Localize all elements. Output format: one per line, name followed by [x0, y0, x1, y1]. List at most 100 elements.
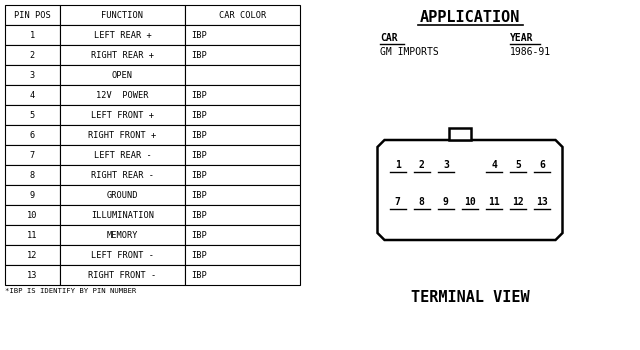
Text: 13: 13: [536, 197, 548, 207]
Text: RIGHT REAR -: RIGHT REAR -: [91, 170, 154, 180]
Bar: [60, 205, 185, 225]
Bar: [60, 225, 185, 245]
Text: IBP: IBP: [191, 91, 207, 99]
Bar: [185, 245, 300, 265]
Text: 10: 10: [28, 210, 38, 219]
Bar: [60, 65, 185, 85]
Bar: [185, 65, 300, 85]
Bar: [185, 225, 300, 245]
Text: IBP: IBP: [191, 271, 207, 280]
Bar: [5, 25, 60, 45]
Bar: [60, 105, 185, 125]
Bar: [60, 165, 185, 185]
Bar: [5, 125, 60, 145]
Text: *IBP IS IDENTIFY BY PIN NUMBER: *IBP IS IDENTIFY BY PIN NUMBER: [5, 288, 136, 294]
Text: 1986-91: 1986-91: [510, 47, 551, 57]
Text: 6: 6: [540, 160, 545, 170]
Bar: [60, 185, 185, 205]
Bar: [60, 265, 185, 285]
Text: 1: 1: [395, 160, 401, 170]
Text: IBP: IBP: [191, 150, 207, 160]
Bar: [60, 25, 185, 45]
Text: FUNCTION: FUNCTION: [102, 10, 143, 20]
Bar: [5, 185, 60, 205]
Text: CAR COLOR: CAR COLOR: [219, 10, 266, 20]
Text: 9: 9: [30, 190, 35, 199]
Bar: [60, 145, 185, 165]
Text: IBP: IBP: [191, 251, 207, 259]
Text: 10: 10: [464, 197, 476, 207]
Text: TERMINAL VIEW: TERMINAL VIEW: [411, 290, 529, 306]
Text: IBP: IBP: [191, 190, 207, 199]
Text: PIN POS: PIN POS: [14, 10, 51, 20]
Text: IBP: IBP: [191, 111, 207, 119]
Bar: [5, 165, 60, 185]
Bar: [60, 45, 185, 65]
Bar: [185, 145, 300, 165]
Bar: [60, 245, 185, 265]
Text: IBP: IBP: [191, 30, 207, 40]
Text: GROUND: GROUND: [107, 190, 138, 199]
Bar: [5, 65, 60, 85]
Bar: [449, 128, 471, 140]
Bar: [5, 105, 60, 125]
Text: 3: 3: [30, 70, 35, 79]
Bar: [5, 85, 60, 105]
Text: RIGHT REAR +: RIGHT REAR +: [91, 50, 154, 60]
Text: CAR: CAR: [380, 33, 397, 43]
Text: OPEN: OPEN: [112, 70, 133, 79]
Text: IBP: IBP: [191, 210, 207, 219]
Text: 9: 9: [443, 197, 449, 207]
Bar: [5, 225, 60, 245]
Text: IBP: IBP: [191, 50, 207, 60]
Bar: [185, 165, 300, 185]
Text: LEFT REAR -: LEFT REAR -: [93, 150, 152, 160]
Bar: [185, 5, 300, 25]
Bar: [60, 85, 185, 105]
Text: MEMORY: MEMORY: [107, 231, 138, 239]
Text: APPLICATION: APPLICATION: [420, 10, 520, 26]
Text: RIGHT FRONT -: RIGHT FRONT -: [88, 271, 157, 280]
Bar: [5, 5, 60, 25]
Text: LEFT FRONT +: LEFT FRONT +: [91, 111, 154, 119]
Text: IBP: IBP: [191, 170, 207, 180]
Bar: [185, 185, 300, 205]
Text: 5: 5: [515, 160, 521, 170]
Text: 7: 7: [395, 197, 401, 207]
Bar: [5, 205, 60, 225]
Text: YEAR: YEAR: [510, 33, 534, 43]
Text: 6: 6: [30, 131, 35, 140]
Bar: [185, 125, 300, 145]
Text: 12V  POWER: 12V POWER: [96, 91, 148, 99]
Text: LEFT FRONT -: LEFT FRONT -: [91, 251, 154, 259]
Bar: [5, 265, 60, 285]
Text: GM IMPORTS: GM IMPORTS: [380, 47, 439, 57]
Text: LEFT REAR +: LEFT REAR +: [93, 30, 152, 40]
Text: 2: 2: [30, 50, 35, 60]
Text: IBP: IBP: [191, 131, 207, 140]
Text: IBP: IBP: [191, 231, 207, 239]
Text: RIGHT FRONT +: RIGHT FRONT +: [88, 131, 157, 140]
Bar: [185, 265, 300, 285]
Bar: [185, 205, 300, 225]
Polygon shape: [378, 140, 563, 240]
Text: 4: 4: [30, 91, 35, 99]
Text: 12: 12: [28, 251, 38, 259]
Bar: [5, 145, 60, 165]
Bar: [185, 45, 300, 65]
Text: 12: 12: [513, 197, 524, 207]
Bar: [5, 45, 60, 65]
Text: 8: 8: [30, 170, 35, 180]
Text: 11: 11: [488, 197, 500, 207]
Text: 13: 13: [28, 271, 38, 280]
Bar: [60, 125, 185, 145]
Bar: [60, 5, 185, 25]
Bar: [185, 25, 300, 45]
Text: 8: 8: [419, 197, 425, 207]
Text: 4: 4: [492, 160, 497, 170]
Text: 1: 1: [30, 30, 35, 40]
Text: 3: 3: [443, 160, 449, 170]
Text: 2: 2: [419, 160, 425, 170]
Text: ILLUMINATION: ILLUMINATION: [91, 210, 154, 219]
Bar: [5, 245, 60, 265]
